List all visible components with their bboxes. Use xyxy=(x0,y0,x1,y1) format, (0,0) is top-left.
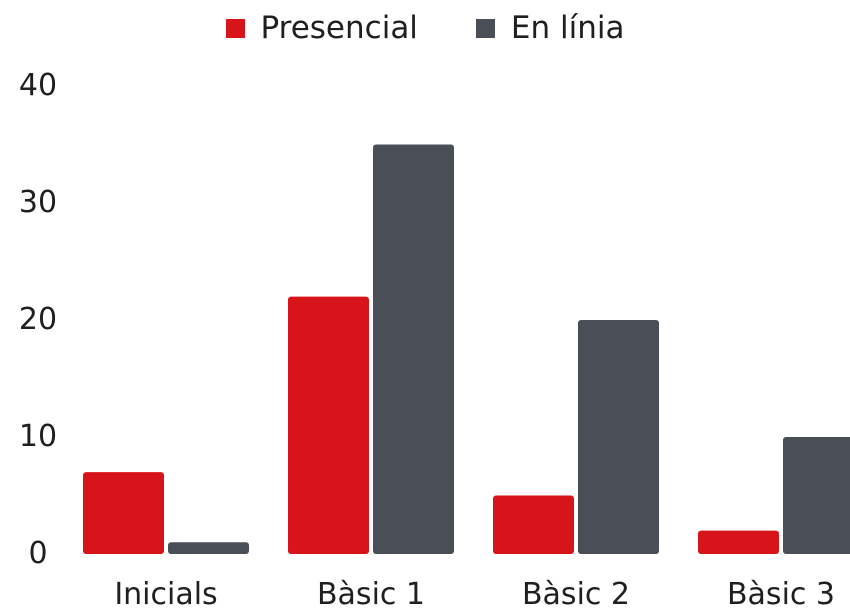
bar-en-linia-basic-1 xyxy=(373,144,454,554)
bar-en-linia-basic-2 xyxy=(578,320,659,554)
x-category-label-basic-1: Bàsic 1 xyxy=(317,577,425,612)
x-category-label-basic-3: Bàsic 3 xyxy=(727,577,835,612)
bar-presencial-basic-3 xyxy=(698,530,779,554)
legend-label-en-linia: En línia xyxy=(510,10,625,46)
legend: Presencial En línia xyxy=(0,8,850,48)
y-tick-label-0: 0 xyxy=(28,536,47,571)
x-axis: Inicials Bàsic 1 Bàsic 2 Bàsic 3 xyxy=(114,577,835,612)
y-tick-label-30: 30 xyxy=(19,185,57,220)
y-tick-label-20: 20 xyxy=(19,302,57,337)
bars xyxy=(83,144,850,554)
x-category-label-inicials: Inicials xyxy=(114,577,217,612)
bar-en-linia-basic-3 xyxy=(783,437,850,554)
bar-presencial-basic-1 xyxy=(288,296,369,554)
legend-item-en-linia: En línia xyxy=(475,8,625,48)
legend-item-presencial: Presencial xyxy=(225,8,418,48)
y-axis: 0 10 20 30 40 xyxy=(19,68,57,571)
bar-presencial-inicials xyxy=(83,472,164,554)
bar-en-linia-inicials xyxy=(168,542,249,554)
legend-label-presencial: Presencial xyxy=(260,10,418,46)
legend-swatch-presencial xyxy=(225,18,245,38)
y-tick-label-40: 40 xyxy=(19,68,57,103)
x-category-label-basic-2: Bàsic 2 xyxy=(522,577,630,612)
bar-presencial-basic-2 xyxy=(493,495,574,554)
y-tick-label-10: 10 xyxy=(19,419,57,454)
legend-swatch-en-linia xyxy=(475,18,495,38)
